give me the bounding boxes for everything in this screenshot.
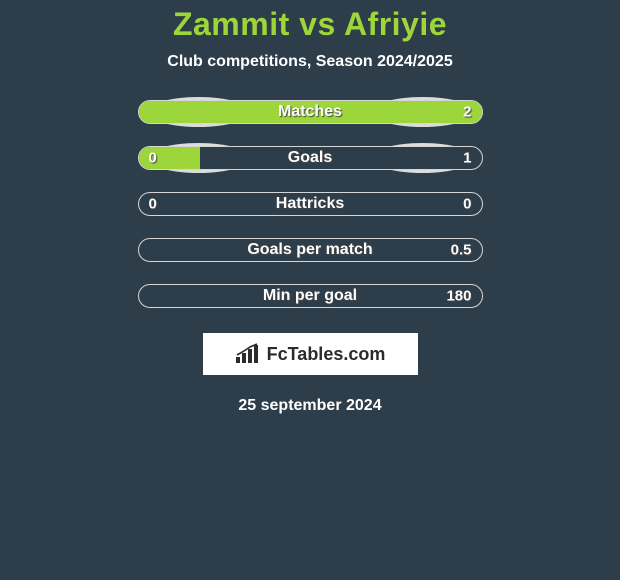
stat-row: Matches 2 [138,99,483,125]
chart-icon [235,343,263,365]
stat-rows: Matches 2 0 Goals 1 0 Hattricks 0 Goals per matc… [138,99,483,329]
logo-box[interactable]: FcTables.com [203,333,418,375]
stat-row: Goals per match 0.5 [138,237,483,263]
bar-track: Matches 2 [138,100,483,124]
stat-value-right: 1 [463,150,471,167]
stat-value-left: 0 [149,150,157,167]
stat-value-left: 0 [149,196,157,213]
stat-label: Goals [288,149,332,167]
stat-value-right: 180 [446,288,471,305]
logo: FcTables.com [235,343,386,365]
subtitle: Club competitions, Season 2024/2025 [167,53,452,71]
bar-track: Goals per match 0.5 [138,238,483,262]
stat-value-right: 0.5 [451,242,472,259]
stat-label: Matches [278,103,342,121]
logo-text: FcTables.com [267,344,386,365]
stat-label: Min per goal [263,287,357,305]
bar-track: 0 Hattricks 0 [138,192,483,216]
bar-track: Min per goal 180 [138,284,483,308]
stat-value-right: 2 [463,104,471,121]
stat-value-right: 0 [463,196,471,213]
page-title: Zammit vs Afriyie [173,6,447,43]
stat-row: Min per goal 180 [138,283,483,309]
stat-label: Hattricks [276,195,344,213]
stat-row: 0 Hattricks 0 [138,191,483,217]
stat-label: Goals per match [247,241,372,259]
date-text: 25 september 2024 [238,397,381,415]
bar-track: 0 Goals 1 [138,146,483,170]
stat-row: 0 Goals 1 [138,145,483,171]
comparison-card: Zammit vs Afriyie Club competitions, Sea… [0,0,620,415]
